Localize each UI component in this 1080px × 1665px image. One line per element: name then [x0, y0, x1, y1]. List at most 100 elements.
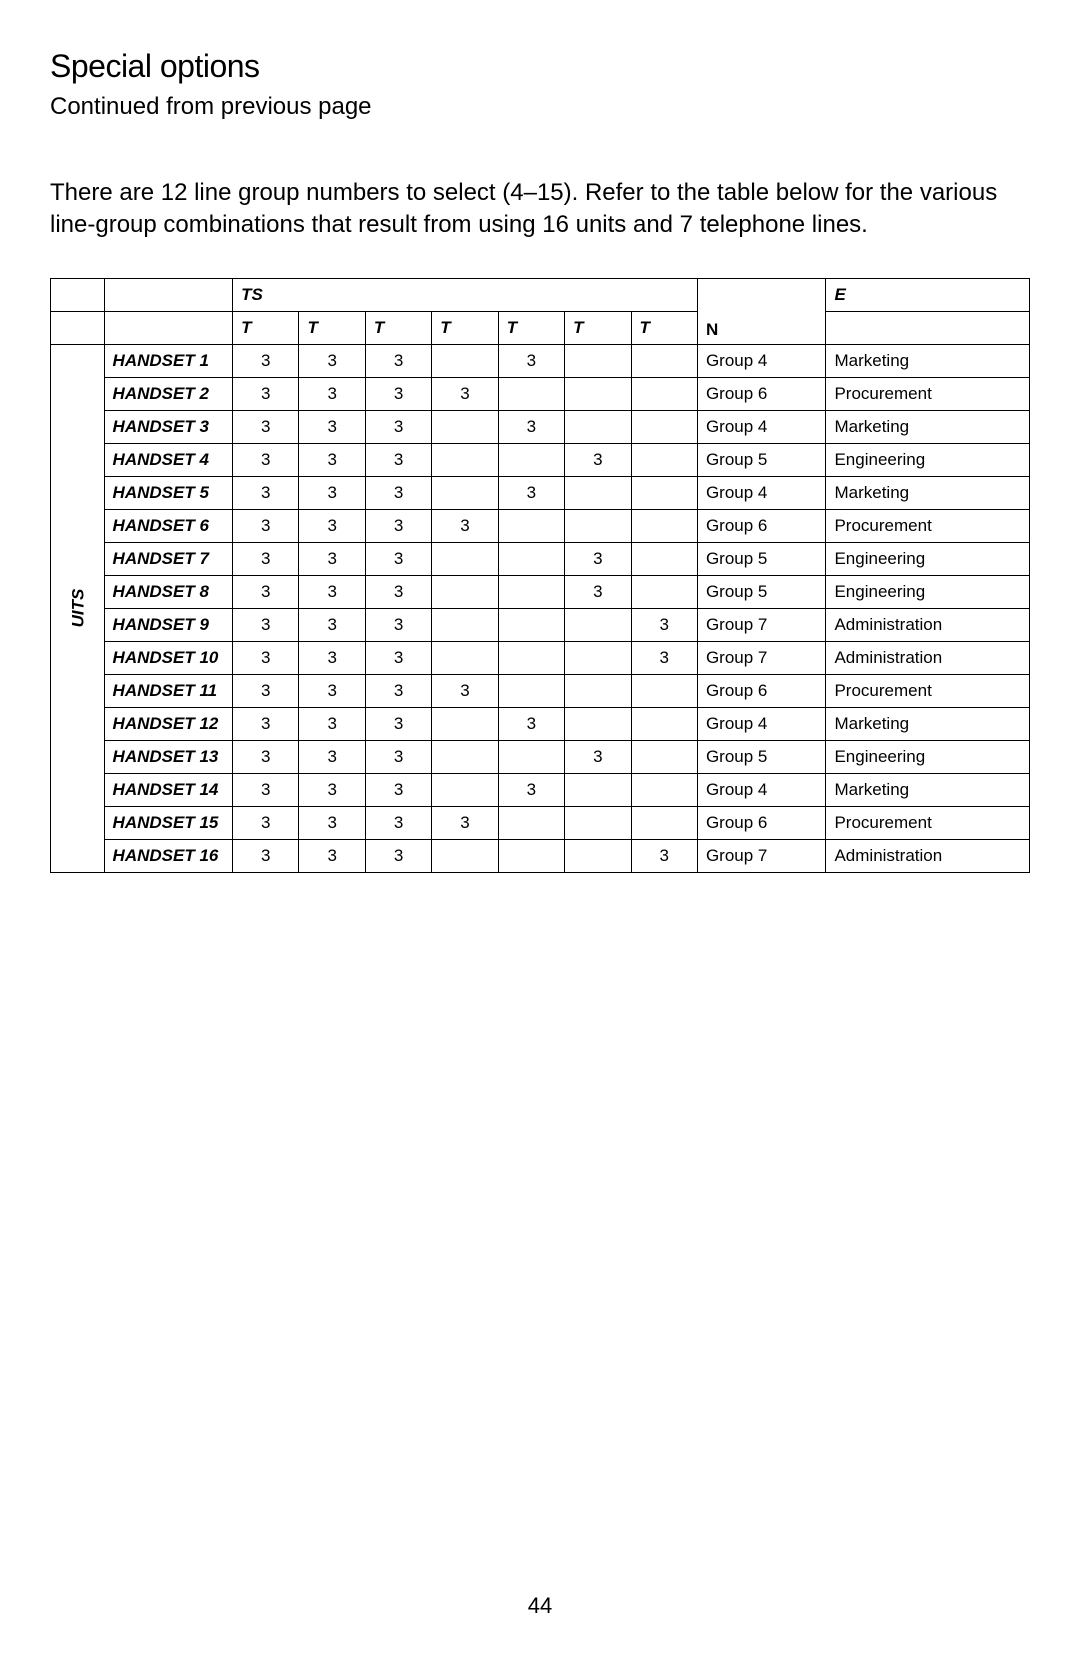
- value-cell: 3: [631, 608, 697, 641]
- value-cell: [498, 377, 564, 410]
- value-cell: 3: [233, 542, 299, 575]
- table-row: HANDSET 73333Group 5Engineering: [51, 542, 1030, 575]
- dept-cell: Procurement: [826, 377, 1030, 410]
- table-body: UITSHANDSET 13333Group 4MarketingHANDSET…: [51, 344, 1030, 872]
- value-cell: 3: [233, 344, 299, 377]
- handset-cell: HANDSET 6: [104, 509, 233, 542]
- handset-cell: HANDSET 2: [104, 377, 233, 410]
- table-row: HANDSET 133333Group 5Engineering: [51, 740, 1030, 773]
- head-n: N: [697, 278, 826, 344]
- table-row: HANDSET 113333Group 6Procurement: [51, 674, 1030, 707]
- handset-cell: HANDSET 15: [104, 806, 233, 839]
- value-cell: [565, 509, 631, 542]
- value-cell: [631, 707, 697, 740]
- value-cell: [432, 344, 498, 377]
- value-cell: [498, 575, 564, 608]
- value-cell: 3: [299, 674, 365, 707]
- value-cell: [565, 674, 631, 707]
- value-cell: [565, 806, 631, 839]
- value-cell: [565, 377, 631, 410]
- dept-cell: Administration: [826, 839, 1030, 872]
- head-t3: T: [365, 311, 431, 344]
- value-cell: [498, 839, 564, 872]
- value-cell: [631, 773, 697, 806]
- value-cell: [565, 344, 631, 377]
- dept-cell: Administration: [826, 608, 1030, 641]
- group-cell: Group 7: [697, 641, 826, 674]
- value-cell: [498, 443, 564, 476]
- head-t7: T: [631, 311, 697, 344]
- value-cell: 3: [365, 575, 431, 608]
- dept-cell: Marketing: [826, 707, 1030, 740]
- dept-cell: Administration: [826, 641, 1030, 674]
- handset-cell: HANDSET 11: [104, 674, 233, 707]
- head-blank-2: [104, 278, 233, 311]
- table-row: HANDSET 33333Group 4Marketing: [51, 410, 1030, 443]
- value-cell: [432, 410, 498, 443]
- value-cell: 3: [365, 476, 431, 509]
- value-cell: [498, 641, 564, 674]
- value-cell: 3: [365, 509, 431, 542]
- table-row: HANDSET 143333Group 4Marketing: [51, 773, 1030, 806]
- group-cell: Group 4: [697, 344, 826, 377]
- group-cell: Group 5: [697, 443, 826, 476]
- table-row: UITSHANDSET 13333Group 4Marketing: [51, 344, 1030, 377]
- value-cell: [565, 410, 631, 443]
- handset-cell: HANDSET 4: [104, 443, 233, 476]
- group-cell: Group 4: [697, 410, 826, 443]
- value-cell: 3: [365, 377, 431, 410]
- head-blank-4: [104, 311, 233, 344]
- group-cell: Group 6: [697, 509, 826, 542]
- value-cell: [432, 641, 498, 674]
- value-cell: 3: [233, 740, 299, 773]
- value-cell: 3: [299, 344, 365, 377]
- head-e: E: [826, 278, 1030, 311]
- value-cell: 3: [233, 806, 299, 839]
- value-cell: [565, 641, 631, 674]
- value-cell: 3: [233, 641, 299, 674]
- handset-cell: HANDSET 1: [104, 344, 233, 377]
- body-text: There are 12 line group numbers to selec…: [50, 177, 1030, 242]
- value-cell: [565, 839, 631, 872]
- value-cell: [565, 773, 631, 806]
- value-cell: 3: [365, 608, 431, 641]
- value-cell: 3: [432, 674, 498, 707]
- dept-cell: Marketing: [826, 773, 1030, 806]
- value-cell: 3: [365, 707, 431, 740]
- dept-cell: Marketing: [826, 476, 1030, 509]
- table-row: HANDSET 23333Group 6Procurement: [51, 377, 1030, 410]
- value-cell: [432, 542, 498, 575]
- handset-cell: HANDSET 5: [104, 476, 233, 509]
- dept-cell: Marketing: [826, 410, 1030, 443]
- value-cell: 3: [233, 509, 299, 542]
- value-cell: 3: [233, 377, 299, 410]
- value-cell: [432, 476, 498, 509]
- group-cell: Group 5: [697, 542, 826, 575]
- value-cell: 3: [631, 839, 697, 872]
- value-cell: [432, 707, 498, 740]
- handset-cell: HANDSET 9: [104, 608, 233, 641]
- value-cell: 3: [299, 740, 365, 773]
- value-cell: [432, 740, 498, 773]
- value-cell: 3: [498, 707, 564, 740]
- table-row: HANDSET 123333Group 4Marketing: [51, 707, 1030, 740]
- group-cell: Group 4: [697, 707, 826, 740]
- value-cell: 3: [565, 740, 631, 773]
- table-row: HANDSET 53333Group 4Marketing: [51, 476, 1030, 509]
- handset-cell: HANDSET 10: [104, 641, 233, 674]
- value-cell: 3: [631, 641, 697, 674]
- value-cell: 3: [432, 509, 498, 542]
- value-cell: 3: [365, 674, 431, 707]
- dept-cell: Engineering: [826, 542, 1030, 575]
- value-cell: [565, 608, 631, 641]
- value-cell: 3: [365, 641, 431, 674]
- value-cell: 3: [365, 443, 431, 476]
- group-cell: Group 6: [697, 377, 826, 410]
- value-cell: [432, 773, 498, 806]
- value-cell: [432, 443, 498, 476]
- value-cell: 3: [299, 608, 365, 641]
- head-t1: T: [233, 311, 299, 344]
- table-row: HANDSET 163333Group 7Administration: [51, 839, 1030, 872]
- value-cell: 3: [233, 707, 299, 740]
- value-cell: 3: [365, 773, 431, 806]
